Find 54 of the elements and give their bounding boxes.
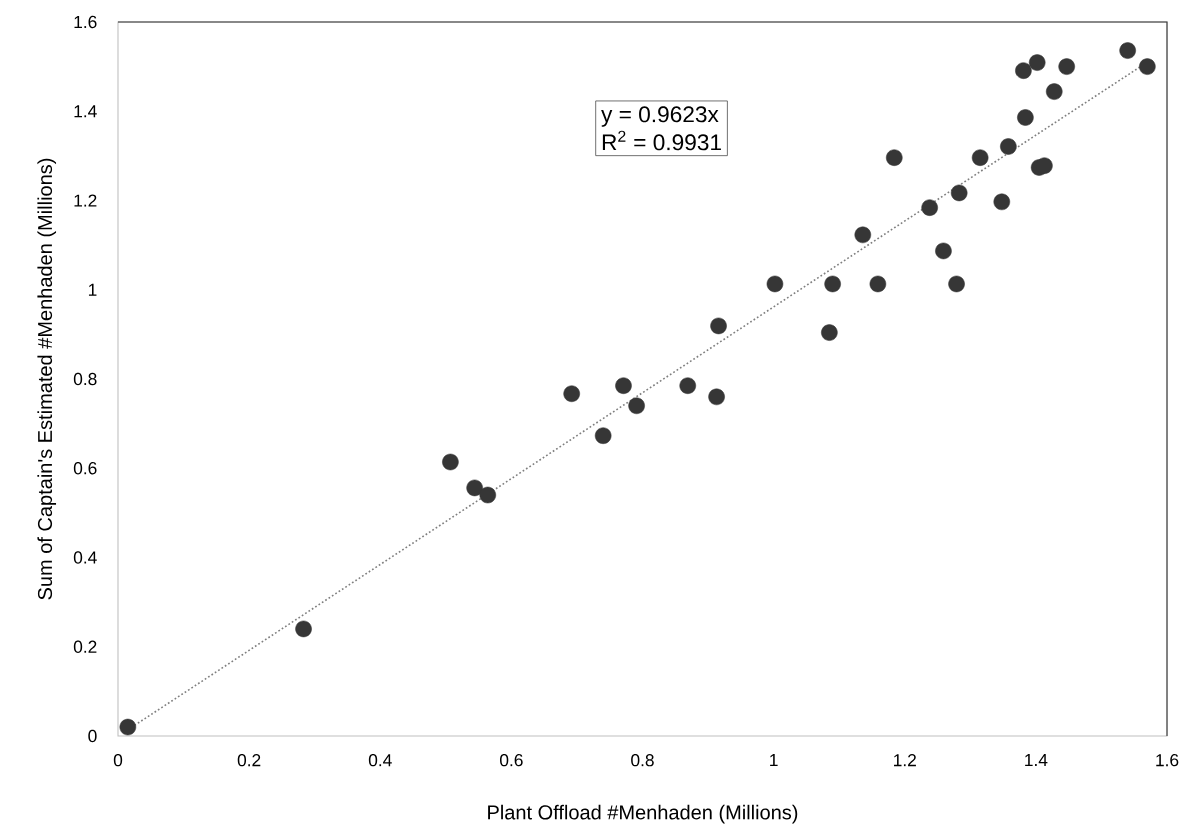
point xyxy=(935,242,952,260)
point xyxy=(1139,58,1156,75)
point xyxy=(821,324,838,341)
y-tick-label: 0.8 xyxy=(73,372,97,386)
point xyxy=(1028,54,1046,71)
x-tick-label: 0.4 xyxy=(368,754,392,767)
point xyxy=(1119,42,1136,59)
x-tick-label: 0 xyxy=(113,754,123,767)
point xyxy=(1058,58,1075,75)
point xyxy=(710,317,727,335)
x-tick-label: 0.2 xyxy=(237,754,261,767)
annotation: R$^{2}$ = 0.9931 xyxy=(602,130,721,151)
point xyxy=(708,388,725,406)
point xyxy=(993,193,1011,211)
y-tick-label: 0 xyxy=(88,729,97,743)
y-tick-label: 1.2 xyxy=(74,194,97,207)
point xyxy=(628,397,645,415)
point xyxy=(679,377,697,394)
point xyxy=(466,479,483,497)
y-tick-label: 1.6 xyxy=(74,15,97,29)
x-tick-label: 1.4 xyxy=(1025,754,1048,766)
point xyxy=(1015,62,1032,79)
point xyxy=(479,486,497,504)
y-tick-label: 0.2 xyxy=(73,640,97,653)
point xyxy=(950,184,968,202)
y-tick-label: 0.4 xyxy=(73,551,97,564)
y-axis-title: Sum of Captain's Estimated #Menhaden (Millions) xyxy=(37,158,57,600)
point xyxy=(854,226,872,244)
point xyxy=(824,275,841,293)
x-tick-label: 1.6 xyxy=(1156,754,1179,767)
point xyxy=(869,275,887,293)
point xyxy=(886,149,903,166)
point xyxy=(971,149,989,166)
point xyxy=(1045,83,1063,100)
point xyxy=(295,620,312,638)
point xyxy=(563,385,580,402)
point xyxy=(1017,109,1034,126)
point xyxy=(1000,138,1017,155)
x-tick-label: 0.8 xyxy=(631,754,654,767)
y-tick-label: 0.6 xyxy=(73,462,97,475)
x-tick-label: 0.6 xyxy=(500,754,523,767)
point xyxy=(119,718,137,736)
x-tick-label: 1.2 xyxy=(894,754,916,767)
point xyxy=(921,199,938,216)
x-tick-label: 1 xyxy=(770,754,778,766)
annotation: y = 0.9623x xyxy=(601,106,719,127)
point xyxy=(594,427,612,444)
x-axis-title: Plant Offload #Menhaden (Millions) xyxy=(488,804,798,824)
y-tick-label: 1.4 xyxy=(74,105,97,118)
point xyxy=(948,275,965,293)
point xyxy=(766,275,784,293)
y-tick-label: 1 xyxy=(88,283,97,296)
point xyxy=(442,453,459,471)
point xyxy=(615,377,632,394)
